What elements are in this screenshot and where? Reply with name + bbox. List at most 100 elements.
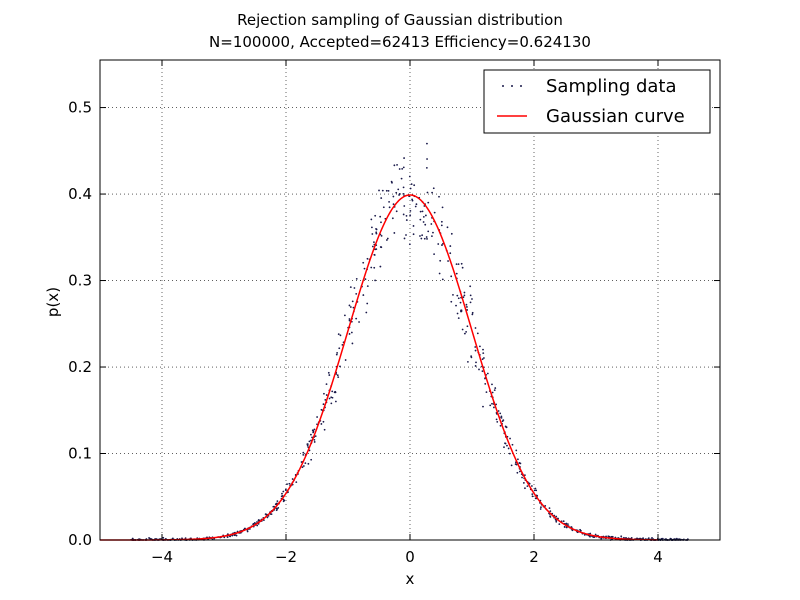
sample-point (302, 451, 305, 454)
sample-point (456, 294, 459, 297)
sample-point (475, 361, 477, 364)
sample-point (375, 227, 377, 230)
sample-point (589, 532, 592, 535)
sample-point (331, 390, 334, 393)
sample-point (409, 214, 412, 217)
sample-point (462, 296, 465, 299)
sample-point (611, 535, 614, 538)
gaussian-curve (100, 194, 659, 541)
x-tick-label: 2 (529, 548, 539, 566)
sample-point (343, 314, 346, 317)
sample-point (362, 261, 365, 264)
sample-point (426, 142, 428, 145)
sample-point (441, 244, 443, 246)
sample-point (375, 248, 378, 251)
sample-point (495, 418, 498, 421)
sample-point (366, 257, 369, 260)
sample-point (350, 331, 353, 334)
sample-point (528, 482, 531, 485)
sample-point (288, 482, 291, 485)
sample-point (579, 529, 582, 532)
y-tick-label: 0.0 (68, 531, 92, 549)
sample-point (415, 203, 418, 206)
y-tick-label: 0.4 (68, 185, 92, 203)
sample-point (419, 210, 422, 213)
sample-point (583, 534, 586, 536)
legend-sampling-marker (502, 85, 522, 87)
sample-point (526, 485, 529, 487)
sample-point (314, 435, 317, 438)
sample-point (393, 164, 396, 167)
sample-point (362, 294, 365, 296)
sample-point (466, 325, 469, 328)
sample-point (291, 478, 294, 480)
sample-point (281, 492, 283, 495)
sample-point (524, 487, 526, 490)
sample-point (497, 410, 500, 412)
sample-point (409, 187, 412, 190)
sample-point (474, 346, 477, 348)
sample-point (441, 206, 444, 209)
sample-point (405, 234, 407, 236)
axis-ticks: −4 −2 0 2 4 0.0 0.1 0.2 0.3 0.4 0.5 (68, 60, 720, 566)
sample-point (253, 522, 256, 524)
sample-point (328, 397, 331, 400)
sample-point (335, 353, 338, 356)
sample-point (630, 537, 633, 539)
sample-point (474, 327, 477, 329)
sample-point (471, 313, 474, 316)
sample-point (675, 537, 678, 540)
sample-point (500, 415, 503, 418)
sample-point (328, 374, 331, 376)
sample-point (272, 505, 275, 508)
legend-sample-dot (502, 85, 504, 87)
sample-point (476, 332, 479, 335)
sample-point (567, 523, 569, 525)
sample-point (233, 534, 236, 537)
sample-point (256, 524, 259, 527)
sample-point (378, 189, 380, 192)
y-tick-label: 0.3 (68, 272, 92, 290)
sample-point (324, 398, 327, 401)
sample-point (494, 387, 497, 389)
sample-point (470, 356, 473, 359)
sample-point (465, 303, 468, 306)
sample-point (499, 424, 502, 427)
sample-point (535, 489, 538, 492)
sample-point (408, 175, 411, 178)
sample-point (363, 267, 366, 270)
sample-point (284, 489, 287, 492)
sample-point (412, 225, 415, 227)
sample-point (402, 213, 405, 216)
sample-point (503, 446, 505, 449)
sample-point (594, 533, 597, 536)
sample-point (339, 334, 342, 337)
sample-point (235, 534, 238, 537)
sample-point (382, 206, 385, 209)
sample-point (162, 536, 165, 539)
legend-sample-dot (511, 85, 513, 87)
sample-point (351, 300, 354, 303)
sample-point (457, 263, 460, 266)
sample-point (295, 481, 298, 484)
sample-point (544, 504, 547, 507)
sample-point (313, 441, 316, 443)
sample-point (540, 506, 542, 509)
sample-point (500, 416, 503, 419)
sample-point (450, 275, 453, 278)
sample-point (419, 235, 421, 237)
sample-point (320, 408, 323, 411)
sample-point (530, 485, 533, 487)
sample-point (320, 423, 323, 425)
sample-point (425, 166, 428, 169)
sample-point (431, 235, 433, 238)
sample-point (381, 189, 384, 192)
sample-point (380, 234, 383, 237)
sample-point (366, 302, 369, 305)
sample-point (449, 245, 452, 247)
sample-point (558, 523, 561, 526)
sample-point (414, 205, 417, 208)
sample-point (308, 440, 311, 443)
sample-point (555, 520, 558, 523)
sample-point (437, 243, 440, 245)
